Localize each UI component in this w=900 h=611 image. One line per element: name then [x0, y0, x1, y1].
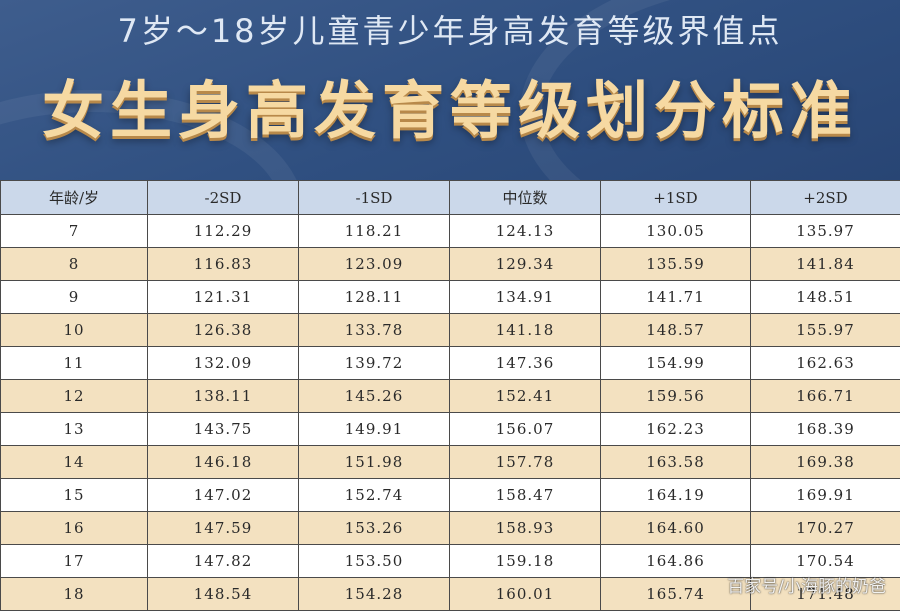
- plus-1sd-cell: 154.99: [600, 346, 751, 380]
- column-header-plus-1sd: +1SD: [600, 180, 751, 215]
- plus-1sd-cell: 164.19: [600, 478, 751, 512]
- median-cell: 134.91: [449, 280, 601, 314]
- age-cell: 8: [0, 247, 148, 281]
- page-subtitle: 7岁～18岁儿童青少年身高发育等级界值点: [117, 12, 783, 50]
- plus-2sd-cell: 168.39: [750, 412, 900, 446]
- age-cell: 9: [0, 280, 148, 314]
- minus-2sd-cell: 143.75: [147, 412, 299, 446]
- table-row: 16 147.59 153.26 158.93 164.60 170.27: [0, 511, 900, 545]
- plus-2sd-cell: 148.51: [750, 280, 900, 314]
- median-cell: 156.07: [449, 412, 601, 446]
- plus-1sd-cell: 159.56: [600, 379, 751, 413]
- age-cell: 18: [0, 577, 148, 611]
- column-header-minus-2sd: -2SD: [147, 180, 299, 215]
- column-header-age: 年龄/岁: [0, 180, 148, 215]
- watermark: 百家号/小海豚的奶爸: [727, 577, 886, 597]
- age-cell: 11: [0, 346, 148, 380]
- age-cell: 12: [0, 379, 148, 413]
- minus-2sd-cell: 138.11: [147, 379, 299, 413]
- minus-2sd-cell: 146.18: [147, 445, 299, 479]
- table-header-row: 年龄/岁 -2SD -1SD 中位数 +1SD +2SD: [0, 180, 900, 215]
- minus-1sd-cell: 123.09: [298, 247, 450, 281]
- column-header-minus-1sd: -1SD: [298, 180, 450, 215]
- minus-1sd-cell: 153.26: [298, 511, 450, 545]
- plus-2sd-cell: 135.97: [750, 214, 900, 248]
- minus-1sd-cell: 133.78: [298, 313, 450, 347]
- table-row: 8 116.83 123.09 129.34 135.59 141.84: [0, 247, 900, 281]
- plus-2sd-cell: 170.54: [750, 544, 900, 578]
- minus-2sd-cell: 147.02: [147, 478, 299, 512]
- median-cell: 152.41: [449, 379, 601, 413]
- age-cell: 16: [0, 511, 148, 545]
- median-cell: 158.93: [449, 511, 601, 545]
- plus-1sd-cell: 164.60: [600, 511, 751, 545]
- minus-1sd-cell: 152.74: [298, 478, 450, 512]
- age-cell: 15: [0, 478, 148, 512]
- plus-2sd-cell: 171.48: [750, 577, 900, 611]
- plus-1sd-cell: 163.58: [600, 445, 751, 479]
- minus-2sd-cell: 147.59: [147, 511, 299, 545]
- plus-1sd-cell: 141.71: [600, 280, 751, 314]
- table-row: 11 132.09 139.72 147.36 154.99 162.63: [0, 346, 900, 380]
- minus-2sd-cell: 132.09: [147, 346, 299, 380]
- median-cell: 129.34: [449, 247, 601, 281]
- median-cell: 160.01: [449, 577, 601, 611]
- minus-2sd-cell: 148.54: [147, 577, 299, 611]
- table-row: 14 146.18 151.98 157.78 163.58 169.38: [0, 445, 900, 479]
- median-cell: 147.36: [449, 346, 601, 380]
- plus-1sd-cell: 148.57: [600, 313, 751, 347]
- plus-1sd-cell: 135.59: [600, 247, 751, 281]
- plus-2sd-cell: 170.27: [750, 511, 900, 545]
- table-row: 13 143.75 149.91 156.07 162.23 168.39: [0, 412, 900, 446]
- minus-2sd-cell: 147.82: [147, 544, 299, 578]
- minus-2sd-cell: 116.83: [147, 247, 299, 281]
- table-row: 15 147.02 152.74 158.47 164.19 169.91: [0, 478, 900, 512]
- table-row: 17 147.82 153.50 159.18 164.86 170.54: [0, 544, 900, 578]
- age-cell: 13: [0, 412, 148, 446]
- age-cell: 10: [0, 313, 148, 347]
- minus-2sd-cell: 112.29: [147, 214, 299, 248]
- plus-1sd-cell: 130.05: [600, 214, 751, 248]
- minus-1sd-cell: 128.11: [298, 280, 450, 314]
- column-header-plus-2sd: +2SD: [750, 180, 900, 215]
- header-banner: 7岁～18岁儿童青少年身高发育等级界值点 女生身高发育等级划分标准: [0, 0, 900, 180]
- minus-1sd-cell: 139.72: [298, 346, 450, 380]
- minus-1sd-cell: 149.91: [298, 412, 450, 446]
- minus-1sd-cell: 151.98: [298, 445, 450, 479]
- plus-2sd-cell: 166.71: [750, 379, 900, 413]
- minus-1sd-cell: 153.50: [298, 544, 450, 578]
- minus-2sd-cell: 126.38: [147, 313, 299, 347]
- median-cell: 157.78: [449, 445, 601, 479]
- table-row: 12 138.11 145.26 152.41 159.56 166.71: [0, 379, 900, 413]
- column-header-median: 中位数: [449, 180, 601, 215]
- age-cell: 17: [0, 544, 148, 578]
- median-cell: 141.18: [449, 313, 601, 347]
- age-cell: 14: [0, 445, 148, 479]
- table-row: 9 121.31 128.11 134.91 141.71 148.51: [0, 280, 900, 314]
- table-row: 18 148.54 154.28 160.01 165.74 171.48: [0, 577, 900, 611]
- median-cell: 159.18: [449, 544, 601, 578]
- page-title: 女生身高发育等级划分标准: [41, 74, 858, 147]
- table-row: 10 126.38 133.78 141.18 148.57 155.97: [0, 313, 900, 347]
- plus-2sd-cell: 169.38: [750, 445, 900, 479]
- plus-1sd-cell: 165.74: [600, 577, 751, 611]
- median-cell: 158.47: [449, 478, 601, 512]
- age-cell: 7: [0, 214, 148, 248]
- height-standard-table: 年龄/岁 -2SD -1SD 中位数 +1SD +2SD 7 112.29 118.…: [0, 180, 900, 611]
- table-row: 7 112.29 118.21 124.13 130.05 135.97: [0, 214, 900, 248]
- table-body: 7 112.29 118.21 124.13 130.05 135.97 8 116.83 12…: [0, 214, 900, 611]
- minus-1sd-cell: 145.26: [298, 379, 450, 413]
- plus-2sd-cell: 141.84: [750, 247, 900, 281]
- minus-1sd-cell: 118.21: [298, 214, 450, 248]
- median-cell: 124.13: [449, 214, 601, 248]
- minus-1sd-cell: 154.28: [298, 577, 450, 611]
- plus-2sd-cell: 169.91: [750, 478, 900, 512]
- plus-2sd-cell: 155.97: [750, 313, 900, 347]
- plus-1sd-cell: 162.23: [600, 412, 751, 446]
- plus-2sd-cell: 162.63: [750, 346, 900, 380]
- minus-2sd-cell: 121.31: [147, 280, 299, 314]
